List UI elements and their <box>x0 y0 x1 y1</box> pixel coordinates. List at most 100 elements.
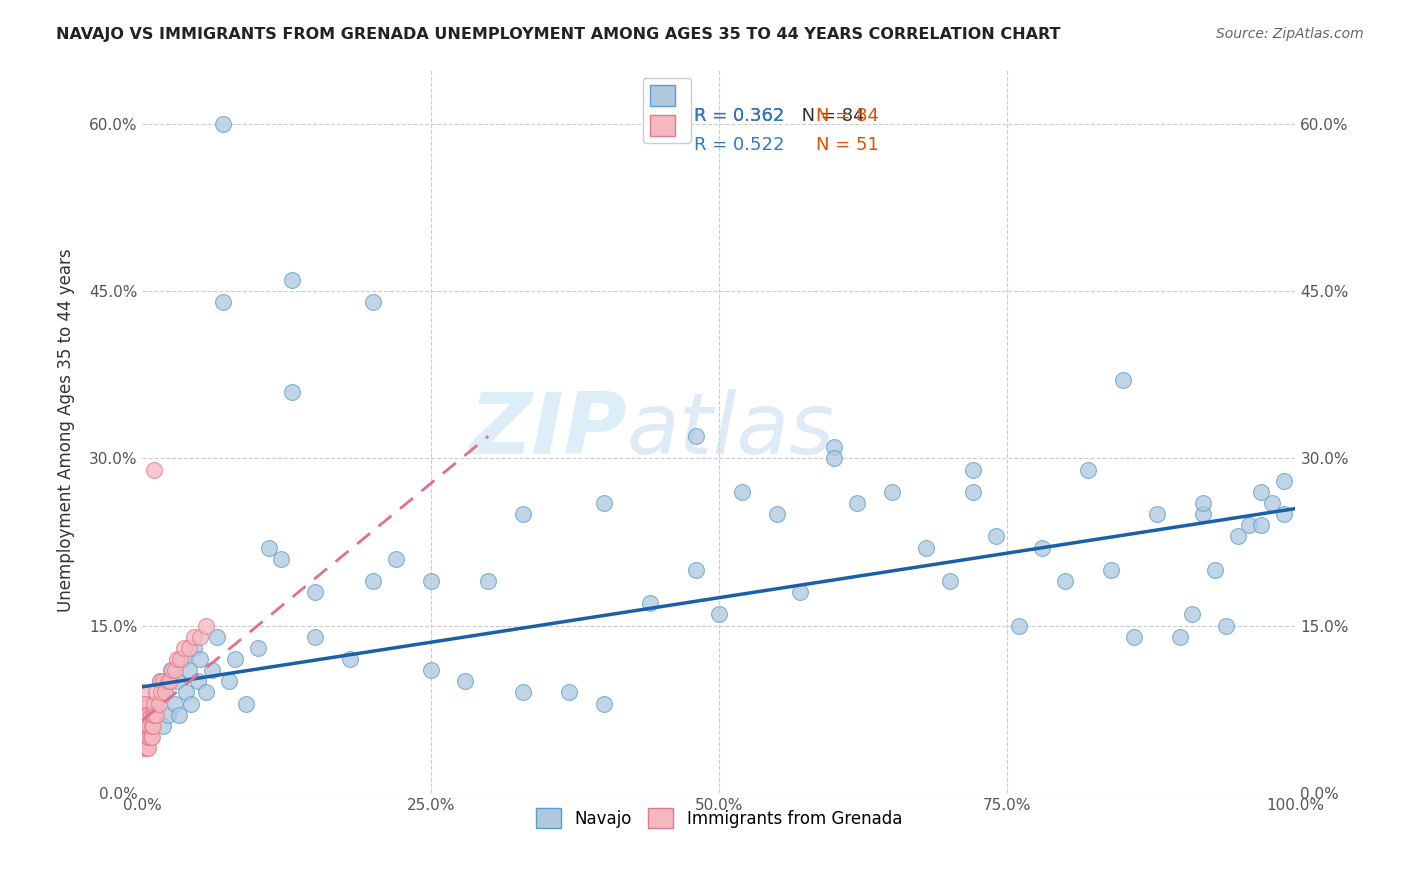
Point <box>143 707 166 722</box>
Point <box>281 384 304 399</box>
Point <box>187 674 209 689</box>
Point <box>188 652 211 666</box>
Point <box>218 674 240 689</box>
Point <box>131 685 153 699</box>
Point <box>166 652 188 666</box>
Point <box>166 674 188 689</box>
Point <box>361 295 384 310</box>
Point <box>136 730 159 744</box>
Point <box>419 574 441 588</box>
Point <box>1215 618 1237 632</box>
Y-axis label: Unemployment Among Ages 35 to 44 years: Unemployment Among Ages 35 to 44 years <box>58 249 75 613</box>
Text: R = 0.362: R = 0.362 <box>693 106 785 125</box>
Point <box>235 697 257 711</box>
Point <box>194 685 217 699</box>
Point <box>638 596 661 610</box>
Point <box>138 730 160 744</box>
Point <box>731 484 754 499</box>
Point <box>419 663 441 677</box>
Legend: Navajo, Immigrants from Grenada: Navajo, Immigrants from Grenada <box>529 801 908 835</box>
Point <box>180 697 202 711</box>
Point <box>172 652 194 666</box>
Point <box>304 585 326 599</box>
Point <box>156 674 179 689</box>
Point <box>148 697 170 711</box>
Point <box>145 685 167 699</box>
Point <box>685 429 707 443</box>
Point <box>131 697 153 711</box>
Point <box>132 697 155 711</box>
Point <box>183 640 205 655</box>
Point <box>212 117 235 131</box>
Point <box>142 707 165 722</box>
Point <box>685 563 707 577</box>
Point <box>915 541 938 555</box>
Point <box>1250 484 1272 499</box>
Text: NAVAJO VS IMMIGRANTS FROM GRENADA UNEMPLOYMENT AMONG AGES 35 TO 44 YEARS CORRELA: NAVAJO VS IMMIGRANTS FROM GRENADA UNEMPL… <box>56 27 1060 42</box>
Point <box>141 719 163 733</box>
Point <box>163 663 186 677</box>
Point <box>141 730 163 744</box>
Point <box>149 685 172 699</box>
Text: R = 0.362   N = 84: R = 0.362 N = 84 <box>693 106 865 125</box>
Point <box>1261 496 1284 510</box>
Point <box>188 630 211 644</box>
Point <box>155 685 177 699</box>
Point <box>246 640 269 655</box>
Point <box>385 551 408 566</box>
Point <box>1111 374 1133 388</box>
Point <box>183 630 205 644</box>
Point <box>938 574 960 588</box>
Point <box>201 663 224 677</box>
Point <box>789 585 811 599</box>
Point <box>136 741 159 756</box>
Point <box>1204 563 1226 577</box>
Point <box>152 674 174 689</box>
Point <box>1192 507 1215 521</box>
Point <box>224 652 246 666</box>
Point <box>155 685 177 699</box>
Point <box>1250 518 1272 533</box>
Point <box>152 719 174 733</box>
Point <box>139 707 162 722</box>
Point <box>880 484 903 499</box>
Point <box>477 574 499 588</box>
Point <box>270 551 292 566</box>
Point <box>823 451 845 466</box>
Point <box>823 440 845 454</box>
Point <box>156 707 179 722</box>
Point <box>163 697 186 711</box>
Point <box>1008 618 1031 632</box>
Text: R = 0.522: R = 0.522 <box>693 136 785 153</box>
Text: Source: ZipAtlas.com: Source: ZipAtlas.com <box>1216 27 1364 41</box>
Point <box>143 707 166 722</box>
Point <box>212 295 235 310</box>
Point <box>173 640 195 655</box>
Point <box>136 697 159 711</box>
Point <box>169 707 191 722</box>
Point <box>592 496 614 510</box>
Point <box>1099 563 1122 577</box>
Point <box>962 462 984 476</box>
Point <box>131 730 153 744</box>
Point <box>304 630 326 644</box>
Point <box>1192 496 1215 510</box>
Point <box>139 730 162 744</box>
Point <box>765 507 787 521</box>
Point <box>592 697 614 711</box>
Point <box>131 707 153 722</box>
Text: N = 84: N = 84 <box>815 106 879 125</box>
Point <box>1226 529 1249 543</box>
Point <box>259 541 281 555</box>
Point <box>1146 507 1168 521</box>
Point <box>846 496 869 510</box>
Point <box>1031 541 1053 555</box>
Point <box>177 640 200 655</box>
Point <box>169 652 191 666</box>
Point <box>454 674 477 689</box>
Point <box>194 618 217 632</box>
Point <box>136 741 159 756</box>
Point <box>138 719 160 733</box>
Point <box>132 730 155 744</box>
Point <box>1077 462 1099 476</box>
